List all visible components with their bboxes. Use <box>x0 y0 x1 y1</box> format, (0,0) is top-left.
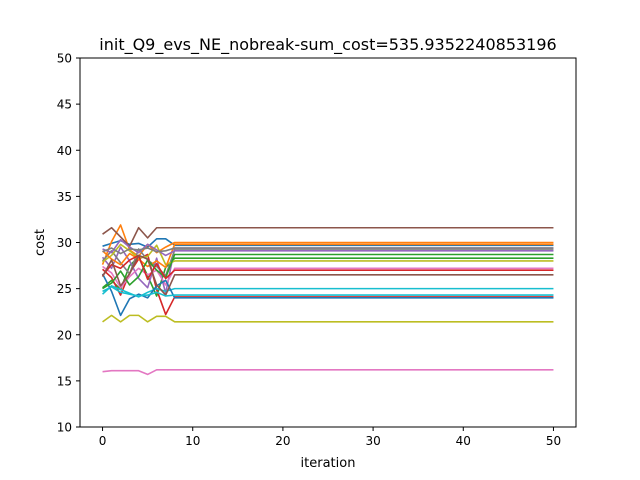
y-tick-label: 45 <box>57 98 72 112</box>
x-axis-ticks: 0 10 20 30 40 50 <box>99 427 561 448</box>
series-layer <box>101 224 554 376</box>
y-tick-label: 40 <box>57 144 72 158</box>
x-tick-label: 30 <box>365 434 380 448</box>
series-line-19 <box>102 314 554 323</box>
y-axis-label: cost <box>33 229 48 256</box>
y-axis-ticks: 10 15 20 25 30 35 40 45 50 <box>57 52 80 435</box>
series-line-18 <box>102 247 554 255</box>
y-tick-label: 20 <box>57 328 72 342</box>
series-line-16 <box>101 254 554 296</box>
x-tick-label: 10 <box>185 434 200 448</box>
series-line-12 <box>102 243 554 269</box>
y-tick-label: 35 <box>57 190 72 204</box>
x-tick-label: 20 <box>275 434 290 448</box>
series-line-20 <box>102 285 554 297</box>
x-tick-label: 40 <box>456 434 471 448</box>
x-tick-label: 0 <box>99 434 107 448</box>
series-line-1 <box>102 238 554 248</box>
y-tick-label: 25 <box>57 282 72 296</box>
x-tick-label: 50 <box>546 434 561 448</box>
series-line-14 <box>101 254 554 281</box>
y-tick-label: 15 <box>57 374 72 388</box>
x-axis-label: iteration <box>301 456 356 471</box>
series-line-17 <box>102 369 554 376</box>
chart-title: init_Q9_evs_NE_nobreak-sum_cost=535.9352… <box>99 35 556 55</box>
series-line-6 <box>102 226 554 247</box>
y-tick-label: 50 <box>57 52 72 66</box>
y-tick-label: 10 <box>57 421 72 435</box>
series-line-7 <box>102 265 554 289</box>
y-tick-label: 30 <box>57 236 72 250</box>
